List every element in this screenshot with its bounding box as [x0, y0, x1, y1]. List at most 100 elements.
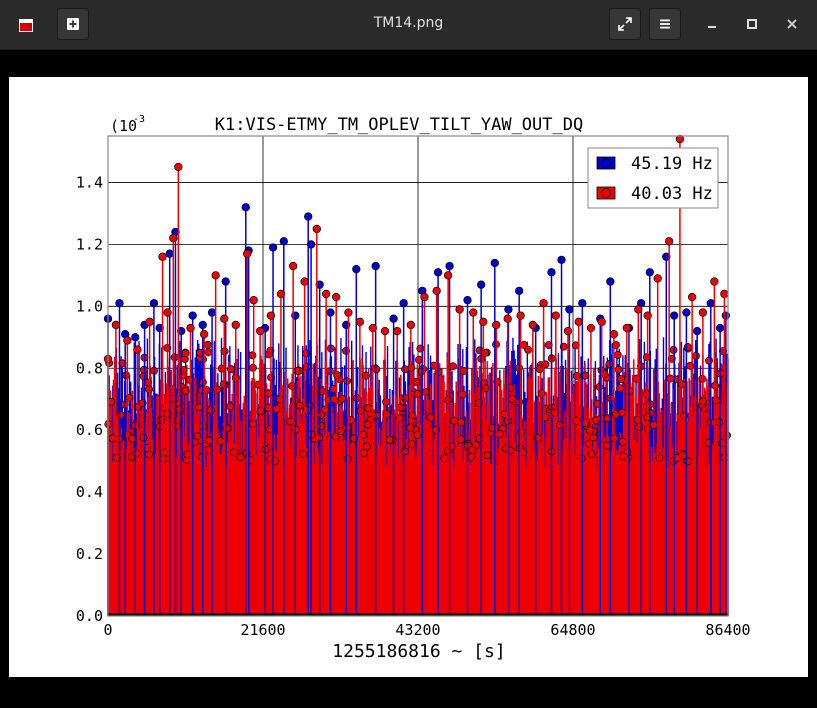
- data-point: [643, 311, 652, 320]
- point-red: [116, 410, 125, 419]
- y-tick-label: 1.2: [76, 235, 103, 253]
- plot-frame: [107, 135, 729, 617]
- point-red: [705, 356, 713, 365]
- data-point: [645, 268, 654, 277]
- point-red: [412, 378, 421, 386]
- point-red: [456, 435, 465, 444]
- point-red: [275, 395, 284, 404]
- point-red: [299, 450, 308, 459]
- point-red: [226, 402, 235, 411]
- image-viewport[interactable]: 0 21600 43200 64800 86400 0.0 0.2 0.4 0.6 0.8 1.0 1…: [0, 50, 817, 708]
- point-red: [207, 406, 215, 415]
- data-point: [371, 261, 380, 271]
- data-point: [165, 249, 174, 258]
- point-red: [295, 401, 304, 410]
- y-tick-label: 0.6: [76, 421, 103, 439]
- data-point: [443, 271, 453, 280]
- minimize-button[interactable]: [697, 9, 727, 39]
- x-tick-label: 43200: [395, 621, 440, 639]
- new-tab-button[interactable]: [57, 8, 89, 40]
- data-point: [578, 299, 587, 308]
- data-point: [433, 268, 443, 277]
- data-point: [288, 261, 298, 271]
- data-point: [198, 320, 207, 330]
- point-red: [333, 370, 342, 379]
- data-point: [355, 317, 365, 326]
- point-red: [139, 433, 148, 442]
- close-button[interactable]: [777, 9, 807, 39]
- data-point: [321, 289, 331, 299]
- point-red: [337, 427, 346, 435]
- y-tick-label: 1.0: [76, 297, 103, 315]
- point-red: [338, 394, 347, 403]
- y-tick-label: 0.2: [76, 545, 103, 563]
- data-point: [200, 330, 209, 339]
- data-point: [389, 314, 398, 323]
- data-point: [557, 255, 566, 265]
- maximize-button[interactable]: [737, 9, 767, 39]
- legend: 45.19 Hz 40.03 Hz: [587, 147, 719, 209]
- point-red: [343, 376, 352, 385]
- y-scale-label: (10: [110, 117, 137, 135]
- point-red: [585, 426, 594, 435]
- data-point: [186, 323, 195, 333]
- point-red: [382, 410, 391, 419]
- data-point: [715, 323, 725, 333]
- point-red: [605, 360, 614, 368]
- data-point: [406, 320, 415, 330]
- plus-box-icon: [67, 18, 79, 30]
- point-red: [666, 374, 675, 383]
- point-red: [573, 372, 582, 380]
- data-point: [503, 314, 512, 323]
- point-red: [227, 365, 235, 374]
- point-red: [204, 348, 213, 357]
- data-point: [207, 308, 217, 317]
- point-red: [385, 435, 394, 444]
- menu-button[interactable]: [649, 8, 681, 40]
- data-point: [597, 317, 606, 326]
- data-point: [445, 261, 454, 271]
- point-red: [450, 416, 459, 425]
- app-icon: [10, 9, 42, 41]
- point-red: [122, 371, 131, 380]
- data-point: [432, 286, 441, 295]
- data-point: [268, 243, 278, 252]
- data-point: [698, 308, 708, 317]
- legend-marker: [601, 188, 611, 198]
- y-scale-exponent: -3: [133, 114, 145, 125]
- fullscreen-button[interactable]: [609, 8, 641, 40]
- data-point: [352, 265, 361, 274]
- data-point: [586, 323, 596, 333]
- data-point: [279, 237, 288, 246]
- point-red: [248, 420, 257, 429]
- data-point: [710, 277, 719, 286]
- minimize-icon: [708, 26, 716, 28]
- point-red: [382, 397, 391, 406]
- point-red: [181, 386, 190, 395]
- chart-title: K1:VIS-ETMY_TM_OPLEV_TILT_YAW_OUT_DQ: [215, 115, 583, 135]
- point-red: [359, 448, 368, 457]
- x-tick-label: 64800: [550, 621, 595, 639]
- point-red: [195, 403, 203, 412]
- x-tick-label: 21600: [240, 621, 285, 639]
- point-red: [544, 341, 553, 350]
- data-point: [221, 277, 230, 286]
- data-point: [155, 323, 164, 333]
- point-red: [632, 374, 641, 383]
- point-red: [691, 351, 700, 360]
- data-point: [662, 252, 671, 261]
- point-red: [293, 366, 301, 375]
- point-red: [614, 365, 623, 374]
- data-point: [687, 292, 697, 302]
- maximize-icon: [747, 19, 757, 29]
- data-point: [490, 258, 499, 268]
- point-red: [401, 394, 410, 403]
- data-point: [469, 308, 478, 317]
- data-point: [515, 286, 524, 295]
- point-red: [203, 340, 212, 349]
- series-blue-peaks: [103, 203, 730, 616]
- data-point: [304, 212, 313, 221]
- data-point: [158, 252, 167, 261]
- point-red: [272, 404, 281, 413]
- y-tick-label: 0.0: [76, 607, 103, 625]
